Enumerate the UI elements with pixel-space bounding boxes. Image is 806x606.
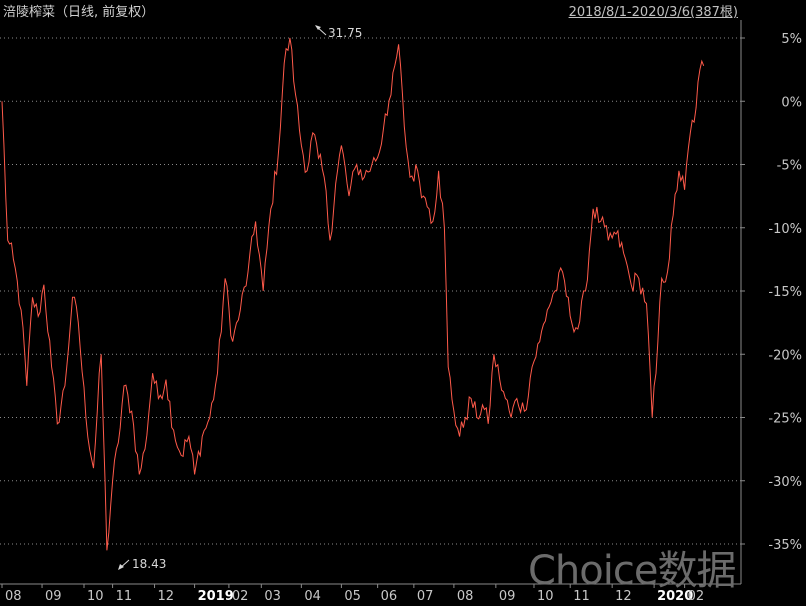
date-range-link[interactable]: 2018/8/1-2020/3/6(387根)	[568, 5, 738, 20]
x-tick-label: 02	[232, 589, 249, 604]
x-tick-label: 05	[344, 589, 361, 604]
max-label: 31.75	[328, 26, 362, 40]
x-tick-label: 08	[5, 589, 22, 604]
y-tick-label: -35%	[768, 538, 802, 553]
min-label: 18.43	[132, 557, 166, 571]
x-tick-label: 11	[116, 589, 133, 604]
y-tick-label: -20%	[768, 348, 802, 363]
chart-title: 涪陵榨菜（日线, 前复权）	[3, 5, 155, 20]
x-tick-label: 06	[381, 589, 398, 604]
min-annotation: 18.43	[118, 557, 166, 571]
y-tick-label: -10%	[768, 222, 802, 237]
price-line	[1, 37, 705, 551]
max-annotation: 31.75	[315, 25, 362, 40]
y-axis-ticks: 5% 0% -5% -10% -15% -20% -25% -30% -35%	[741, 32, 802, 553]
x-tick-label: 12	[615, 589, 632, 604]
x-tick-label: 12	[158, 589, 175, 604]
min-arrowhead	[118, 564, 124, 570]
x-tick-label: 07	[417, 589, 434, 604]
x-tick-label: 02	[688, 589, 705, 604]
x-tick-label: 09	[45, 589, 62, 604]
x-tick-label: 04	[304, 589, 321, 604]
x-tick-label: 11	[573, 589, 590, 604]
watermark: Choice数据	[528, 548, 736, 594]
y-tick-label: -5%	[777, 159, 802, 174]
x-tick-label: 03	[264, 589, 281, 604]
max-arrowhead	[315, 25, 321, 30]
y-tick-label: -30%	[768, 475, 802, 490]
y-tick-label: 5%	[781, 32, 802, 47]
x-tick-label: 2020	[657, 589, 693, 604]
x-tick-label: 10	[87, 589, 104, 604]
x-tick-label: 09	[499, 589, 516, 604]
y-tick-label: 0%	[781, 95, 802, 110]
x-tick-label: 10	[537, 589, 554, 604]
x-tick-label: 08	[457, 589, 474, 604]
y-tick-label: -25%	[768, 412, 802, 427]
y-tick-label: -15%	[768, 285, 802, 300]
x-tick-label: 2019	[198, 589, 234, 604]
